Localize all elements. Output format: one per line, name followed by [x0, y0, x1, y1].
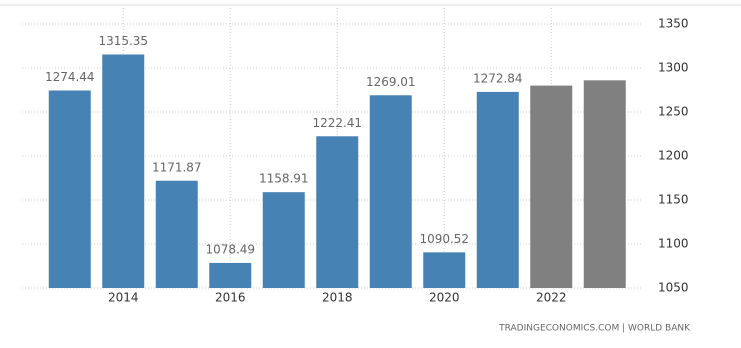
- x-tick-label: 2020: [429, 291, 460, 305]
- bar: [155, 180, 198, 288]
- x-tick-label: 2016: [215, 291, 246, 305]
- bar: [48, 90, 91, 288]
- bar: [316, 136, 359, 288]
- value-label: 1171.87: [152, 160, 202, 174]
- x-tick-label: 2014: [108, 291, 139, 305]
- value-label: 1274.44: [45, 70, 95, 84]
- bar: [102, 54, 145, 288]
- x-tick-label: 2018: [322, 291, 353, 305]
- bar: [530, 85, 573, 288]
- value-label: 1158.91: [259, 172, 309, 186]
- y-tick-label: 1100: [658, 237, 689, 251]
- y-tick-label: 1350: [658, 17, 689, 31]
- y-tick-label: 1200: [658, 149, 689, 163]
- value-label: 1090.52: [419, 232, 469, 246]
- x-tick-label: 2022: [536, 291, 567, 305]
- y-tick-label: 1050: [658, 281, 689, 295]
- value-label: 1078.49: [205, 242, 255, 256]
- value-label: 1269.01: [366, 75, 416, 89]
- value-label: 1222.41: [312, 116, 362, 130]
- bar: [209, 262, 252, 288]
- bar: [262, 192, 305, 288]
- bar: [369, 95, 412, 288]
- bar: [476, 91, 519, 288]
- y-tick-label: 1250: [658, 105, 689, 119]
- source: TRADINGECONOMICS.COM | WORLD BANK: [498, 324, 691, 334]
- value-label: 1315.35: [98, 34, 148, 48]
- value-label: 1272.84: [473, 71, 523, 85]
- y-tick-label: 1150: [658, 193, 689, 207]
- y-tick-label: 1300: [658, 61, 689, 75]
- bar: [423, 252, 466, 288]
- bar: [583, 80, 626, 288]
